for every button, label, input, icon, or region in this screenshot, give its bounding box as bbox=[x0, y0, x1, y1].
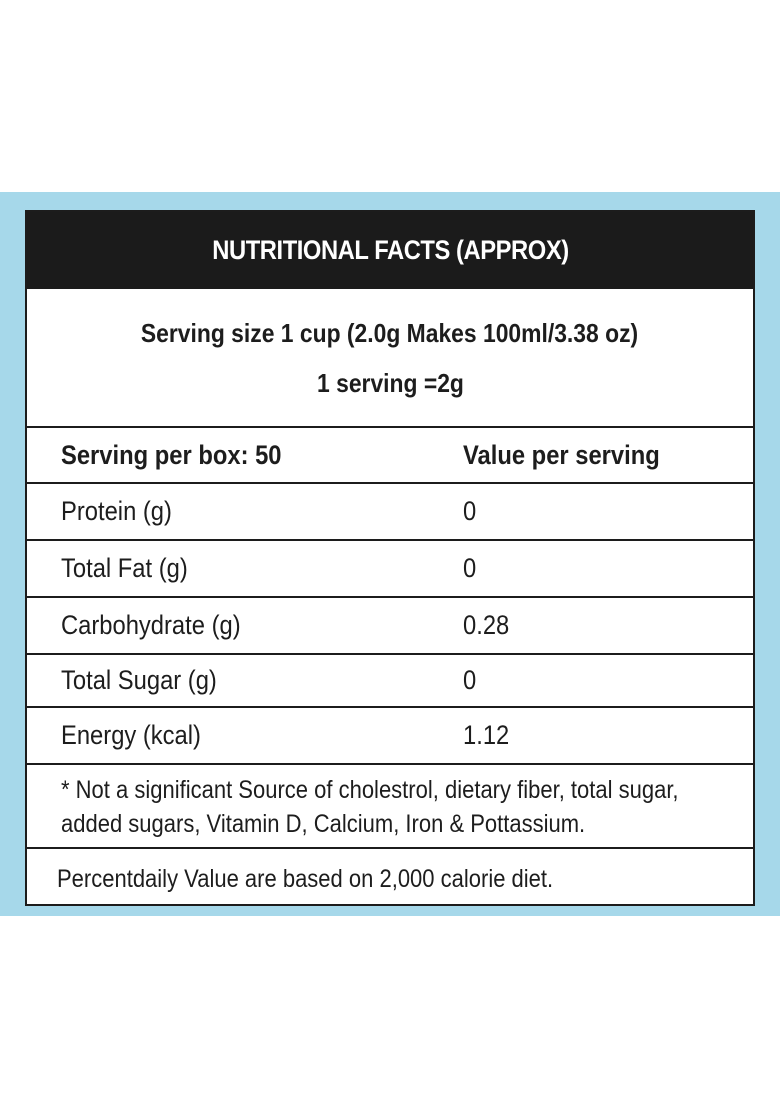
nutrient-label: Energy (kcal) bbox=[61, 720, 201, 750]
table-row: Total Fat (g) 0 bbox=[27, 541, 753, 598]
serving-size-text: Serving size 1 cup (2.0g Makes 100ml/3.3… bbox=[141, 317, 639, 348]
value-per-serving-header: Value per serving bbox=[463, 439, 660, 470]
note-line-2: added sugars, Vitamin D, Calcium, Iron &… bbox=[61, 810, 586, 838]
nutrient-value: 0 bbox=[463, 553, 477, 583]
footnote-text: Percentdaily Value are based on 2,000 ca… bbox=[57, 864, 554, 893]
nutrient-value: 0 bbox=[463, 496, 477, 526]
daily-value-footnote: Percentdaily Value are based on 2,000 ca… bbox=[27, 849, 753, 909]
serving-weight-text: 1 serving =2g bbox=[316, 367, 464, 398]
servings-per-box-header: Serving per box: 50 bbox=[61, 439, 282, 470]
panel-title: NUTRITIONAL FACTS (APPROX) bbox=[27, 212, 753, 289]
nutrient-label: Total Sugar (g) bbox=[61, 665, 217, 695]
table-row: Total Sugar (g) 0 bbox=[27, 655, 753, 708]
table-row: Carbohydrate (g) 0.28 bbox=[27, 598, 753, 655]
nutrient-label: Protein (g) bbox=[61, 496, 172, 526]
serving-size-section: Serving size 1 cup (2.0g Makes 100ml/3.3… bbox=[27, 289, 753, 428]
table-row: Energy (kcal) 1.12 bbox=[27, 708, 753, 765]
nutrient-value: 1.12 bbox=[463, 720, 510, 750]
nutrient-label: Total Fat (g) bbox=[61, 553, 188, 583]
table-row: Protein (g) 0 bbox=[27, 484, 753, 541]
title-text: NUTRITIONAL FACTS (APPROX) bbox=[211, 235, 569, 265]
nutrient-value: 0.28 bbox=[463, 610, 510, 640]
nutrient-label: Carbohydrate (g) bbox=[61, 610, 241, 640]
nutrition-facts-panel: NUTRITIONAL FACTS (APPROX) Serving size … bbox=[25, 210, 755, 906]
note-line-1: * Not a significant Source of cholestrol… bbox=[61, 776, 679, 804]
nutrient-value: 0 bbox=[463, 665, 477, 695]
table-header-row: Serving per box: 50 Value per serving bbox=[27, 428, 753, 484]
disclaimer-note: * Not a significant Source of cholestrol… bbox=[27, 765, 753, 849]
